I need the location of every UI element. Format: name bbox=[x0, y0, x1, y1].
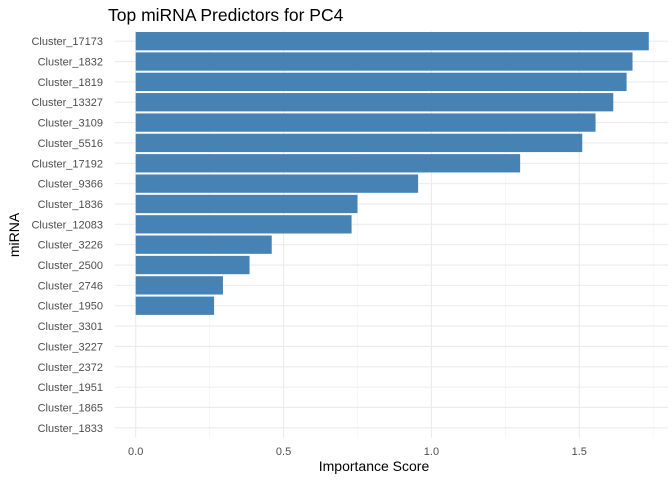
y-tick-labels: Cluster_17173 Cluster_1832 Cluster_1819 Clu… bbox=[31, 36, 103, 435]
y-tick-label: Cluster_2372 bbox=[38, 362, 103, 374]
bar bbox=[135, 72, 627, 92]
bar bbox=[135, 52, 633, 71]
y-tick-label: Cluster_17173 bbox=[31, 36, 103, 48]
bar bbox=[135, 174, 419, 193]
y-tick-label: Cluster_5516 bbox=[38, 138, 103, 150]
y-tick-label: Cluster_1832 bbox=[38, 57, 103, 69]
bar bbox=[135, 93, 614, 112]
y-tick-label: Cluster_1819 bbox=[38, 77, 103, 89]
y-tick-label: Cluster_3226 bbox=[38, 240, 103, 252]
bar bbox=[135, 32, 649, 51]
bar bbox=[135, 255, 250, 275]
bar bbox=[135, 215, 352, 234]
y-tick-label: Cluster_17192 bbox=[31, 158, 103, 170]
x-axis-title: Importance Score bbox=[319, 458, 430, 474]
x-tick-label: 0.0 bbox=[128, 446, 143, 458]
y-tick-label: Cluster_3301 bbox=[38, 321, 103, 333]
y-tick-label: Cluster_1865 bbox=[38, 402, 103, 414]
y-tick-label: Cluster_1951 bbox=[38, 382, 103, 394]
x-tick-label: 1.5 bbox=[572, 446, 587, 458]
chart-title: Top miRNA Predictors for PC4 bbox=[108, 5, 344, 25]
y-tick-label: Cluster_1836 bbox=[38, 199, 103, 211]
y-tick-label: Cluster_1950 bbox=[38, 301, 103, 313]
x-tick-label: 0.5 bbox=[276, 446, 291, 458]
y-tick-label: Cluster_2500 bbox=[38, 260, 103, 272]
bar bbox=[135, 194, 358, 214]
x-tick-label: 1.0 bbox=[424, 446, 439, 458]
y-axis-title: miRNA bbox=[6, 212, 22, 257]
y-tick-label: Cluster_13327 bbox=[31, 97, 103, 109]
bar bbox=[135, 154, 521, 173]
bar bbox=[135, 296, 215, 315]
bar bbox=[135, 133, 583, 153]
y-tick-label: Cluster_1833 bbox=[38, 423, 103, 435]
y-tick-label: Cluster_3109 bbox=[38, 118, 103, 130]
bar bbox=[135, 235, 272, 254]
y-tick-label: Cluster_3227 bbox=[38, 341, 103, 353]
bar bbox=[135, 113, 596, 132]
y-tick-label: Cluster_2746 bbox=[38, 280, 103, 292]
y-tick-label: Cluster_12083 bbox=[31, 219, 103, 231]
y-tick-label: Cluster_9366 bbox=[38, 179, 103, 191]
bar bbox=[135, 276, 223, 295]
bars bbox=[135, 32, 649, 315]
x-tick-labels: 0.0 0.5 1.0 1.5 bbox=[128, 446, 587, 458]
